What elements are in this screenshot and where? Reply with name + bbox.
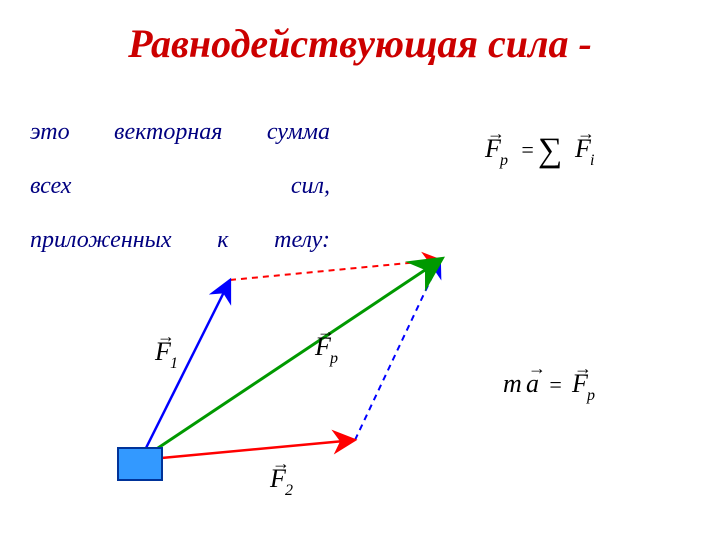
formula-sum: → F p = ∑ → F i bbox=[480, 125, 640, 180]
sym-sub-p2: p bbox=[586, 387, 595, 404]
label-f2: → F 2 bbox=[269, 453, 293, 499]
subtitle-line1: это векторная сумма bbox=[30, 119, 330, 146]
formula-newton: m → a = → F p bbox=[500, 360, 660, 415]
subtitle-text: это векторная сумма всех сил, приложенны… bbox=[30, 92, 330, 254]
sym-m: m bbox=[503, 369, 522, 398]
svg-text:2: 2 bbox=[285, 482, 293, 499]
body-box bbox=[118, 448, 162, 480]
svg-text:p: p bbox=[329, 350, 338, 367]
label-fp: → F p bbox=[314, 321, 338, 367]
vector-fp bbox=[140, 260, 440, 460]
sym-eq: = bbox=[520, 137, 535, 162]
sym-sub-i: i bbox=[590, 152, 594, 169]
vector-f2 bbox=[140, 440, 355, 460]
sym-a: a bbox=[526, 369, 539, 398]
page-title: Равнодействующая сила - bbox=[0, 20, 720, 67]
svg-text:1: 1 bbox=[170, 355, 178, 372]
aux-line-f1-to-fp bbox=[230, 260, 440, 280]
sym-sub-p: p bbox=[499, 152, 508, 169]
sym-eq2: = bbox=[548, 372, 563, 397]
vector-diagram: → F 1 → F 2 → F p bbox=[80, 240, 440, 520]
label-f1: → F 1 bbox=[154, 326, 178, 372]
vector-f1 bbox=[140, 280, 230, 460]
subtitle-line2: всех сил, bbox=[30, 173, 330, 200]
sym-sum: ∑ bbox=[538, 132, 562, 169]
